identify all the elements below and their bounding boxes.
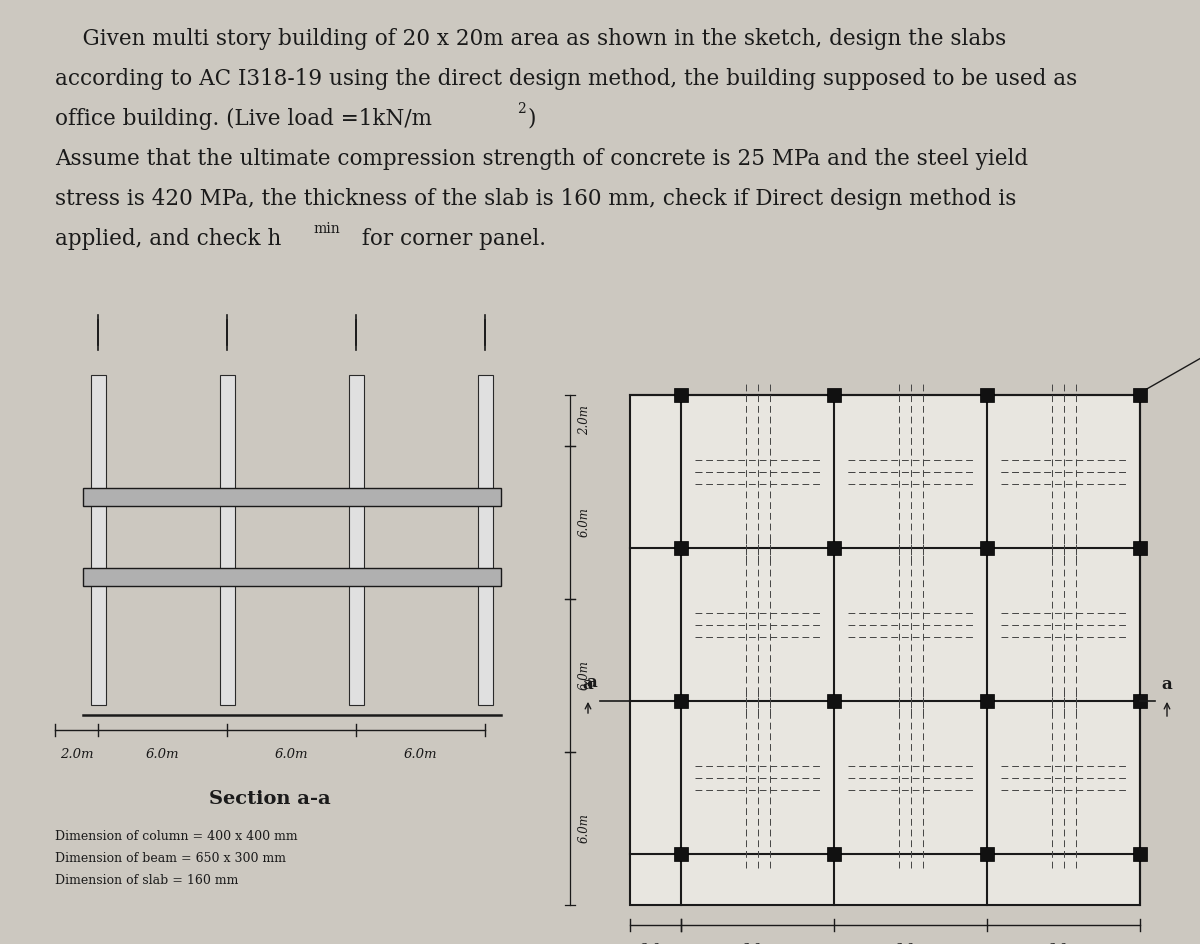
Text: a: a — [587, 674, 598, 691]
Bar — [674, 388, 688, 402]
Bar — [827, 388, 841, 402]
Text: Dimension of beam = 650 x 300 mm: Dimension of beam = 650 x 300 mm — [55, 852, 286, 865]
Text: Given multi story building of 20 x 20m area as shown in the sketch, design the s: Given multi story building of 20 x 20m a… — [55, 28, 1007, 50]
Bar — [980, 541, 994, 555]
Text: Section a-a: Section a-a — [209, 790, 331, 808]
Bar — [674, 541, 688, 555]
Bar — [1133, 541, 1147, 555]
Bar — [827, 847, 841, 861]
Text: 2.0m: 2.0m — [638, 943, 672, 944]
Bar — [1133, 388, 1147, 402]
Bar — [980, 694, 994, 708]
Text: 6.0m: 6.0m — [403, 748, 437, 761]
Bar — [220, 375, 234, 705]
Bar — [83, 568, 500, 586]
Text: 6.0m: 6.0m — [145, 748, 179, 761]
Bar — [83, 487, 500, 505]
Text: 2.0m: 2.0m — [578, 406, 592, 435]
Bar — [348, 375, 364, 705]
Bar — [630, 395, 1140, 905]
Bar — [90, 375, 106, 705]
Text: Dimension of column = 400 x 400 mm: Dimension of column = 400 x 400 mm — [55, 830, 298, 843]
Text: 6.0m: 6.0m — [894, 943, 928, 944]
Bar — [1133, 694, 1147, 708]
Bar — [674, 694, 688, 708]
Text: stress is 420 MPa, the thickness of the slab is 160 mm, check if Direct design m: stress is 420 MPa, the thickness of the … — [55, 188, 1016, 210]
Text: 6.0m: 6.0m — [275, 748, 308, 761]
Text: for corner panel.: for corner panel. — [355, 228, 546, 250]
Bar — [827, 541, 841, 555]
Text: 6.0m: 6.0m — [578, 661, 592, 690]
Text: office building. (Live load =1kN/m: office building. (Live load =1kN/m — [55, 108, 432, 130]
Text: according to AC I318-19 using the direct design method, the building supposed to: according to AC I318-19 using the direct… — [55, 68, 1078, 90]
Text: a: a — [1162, 676, 1172, 693]
Bar — [674, 847, 688, 861]
Text: min: min — [313, 222, 340, 236]
Text: ): ) — [527, 108, 535, 130]
Bar — [980, 388, 994, 402]
Text: 2: 2 — [517, 102, 526, 116]
Text: 6.0m: 6.0m — [578, 508, 592, 537]
Bar — [827, 694, 841, 708]
Bar — [1133, 847, 1147, 861]
Bar — [980, 847, 994, 861]
Text: 6.0m: 6.0m — [1046, 943, 1080, 944]
Text: a: a — [583, 676, 593, 693]
Text: 6.0m: 6.0m — [578, 814, 592, 843]
Text: applied, and check h: applied, and check h — [55, 228, 281, 250]
Text: Assume that the ultimate compression strength of concrete is 25 MPa and the stee: Assume that the ultimate compression str… — [55, 148, 1028, 170]
Text: 2.0m: 2.0m — [60, 748, 94, 761]
Text: 6.0m: 6.0m — [740, 943, 774, 944]
Text: Dimension of slab = 160 mm: Dimension of slab = 160 mm — [55, 874, 239, 887]
Bar — [478, 375, 492, 705]
